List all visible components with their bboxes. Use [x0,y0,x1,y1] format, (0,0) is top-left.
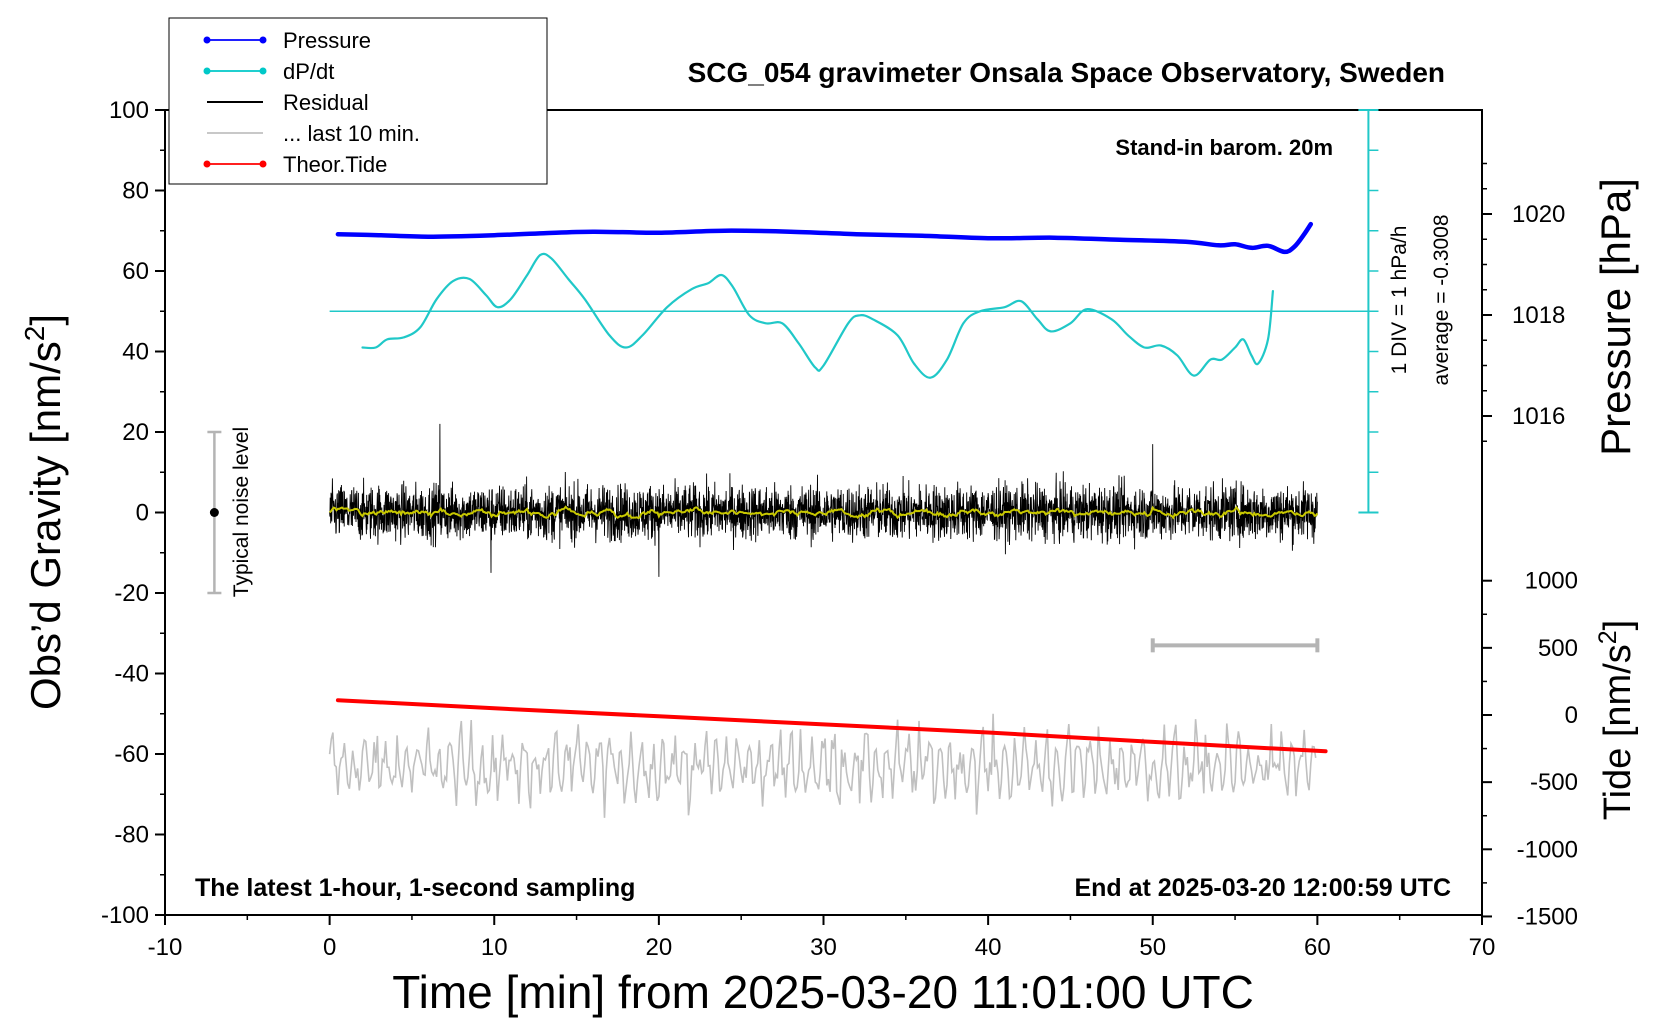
y-tick-label-left: 0 [136,500,149,527]
x-axis-label: Time [min] from 2025-03-20 11:01:00 UTC [392,966,1254,1018]
x-tick-label: 70 [1469,934,1496,961]
y-tick-label-left: 20 [122,419,149,446]
noise-bar-center [209,508,219,517]
legend-label-4: Theor.Tide [283,152,387,177]
noise-level-label: Typical noise level [230,427,253,597]
tide-tick-label: 1000 [1525,568,1578,595]
legend-label-1: dP/dt [283,59,334,84]
series-dp-dt [361,252,1274,379]
legend-marker-end-4 [259,160,267,168]
y-axis-label-left: Obs’d Gravity [nm/s2] [19,314,69,710]
x-tick-label: 40 [975,934,1002,961]
tide-tick-label: -1000 [1517,836,1578,863]
residual-smooth-series [328,505,1319,520]
axis-ticks: -10 0 10 20 30 40 50 60 70-100-80-60-40-20020406… [101,97,1578,961]
y-tick-label-left: 60 [122,258,149,285]
last10-series [328,713,1317,818]
legend: Pressure dP/dt Residual ... last 10 min. The… [168,17,548,185]
barometer-annotation: Stand-in barom. 20m [1115,135,1333,160]
tide-tick-label: 500 [1538,635,1578,662]
y-tick-label-left: 100 [109,97,149,124]
y-tick-label-left: 80 [122,178,149,205]
legend-marker-start-0 [203,36,211,44]
dpdt-average-label: average = -0.3008 [1430,214,1453,385]
sampling-annotation: The latest 1-hour, 1-second sampling [195,874,635,902]
legend-marker-end-0 [259,36,267,44]
x-tick-label: 30 [810,934,837,961]
legend-marker-start-4 [203,160,211,168]
y-tick-label-left: -20 [114,580,149,607]
y-axis-label-tide: Tide [nm/s2] [1594,620,1639,820]
y-tick-label-left: -40 [114,661,149,688]
pressure-tick-label: 1020 [1512,201,1565,228]
x-tick-label: -10 [148,934,183,961]
x-tick-label: 60 [1304,934,1331,961]
y-tick-label-left: 40 [122,339,149,366]
legend-label-2: Residual [283,90,369,115]
pressure-tick-label: 1016 [1512,403,1565,430]
x-tick-label: 0 [323,934,336,961]
series-pressure [335,221,1314,255]
tide-tick-label: 0 [1565,702,1578,729]
dpdt-scale-label: 1 DIV = 1 hPa/h [1388,226,1411,375]
series-theor-tide [335,698,1328,754]
legend-marker-start-1 [203,67,211,75]
x-tick-label: 20 [646,934,673,961]
tide-tick-label: -1500 [1517,903,1578,930]
data-layer [207,109,1379,818]
legend-label-0: Pressure [283,28,371,53]
legend-label-3: ... last 10 min. [283,121,420,146]
y-tick-label-left: -100 [101,902,149,929]
pressure-tick-label: 1018 [1512,302,1565,329]
x-tick-label: 10 [481,934,508,961]
y-axis-label-pressure: Pressure [hPa] [1592,178,1639,456]
y-tick-label-left: -80 [114,822,149,849]
y-tick-label-left: -60 [114,741,149,768]
legend-items: Pressure dP/dt Residual ... last 10 min. The… [203,28,420,177]
end-time-annotation: End at 2025-03-20 12:00:59 UTC [1074,874,1451,902]
residual-series [329,423,1318,577]
chart-title: SCG_054 gravimeter Onsala Space Observat… [688,57,1445,88]
legend-marker-end-1 [259,67,267,75]
x-tick-label: 50 [1139,934,1166,961]
tide-tick-label: -500 [1530,769,1578,796]
